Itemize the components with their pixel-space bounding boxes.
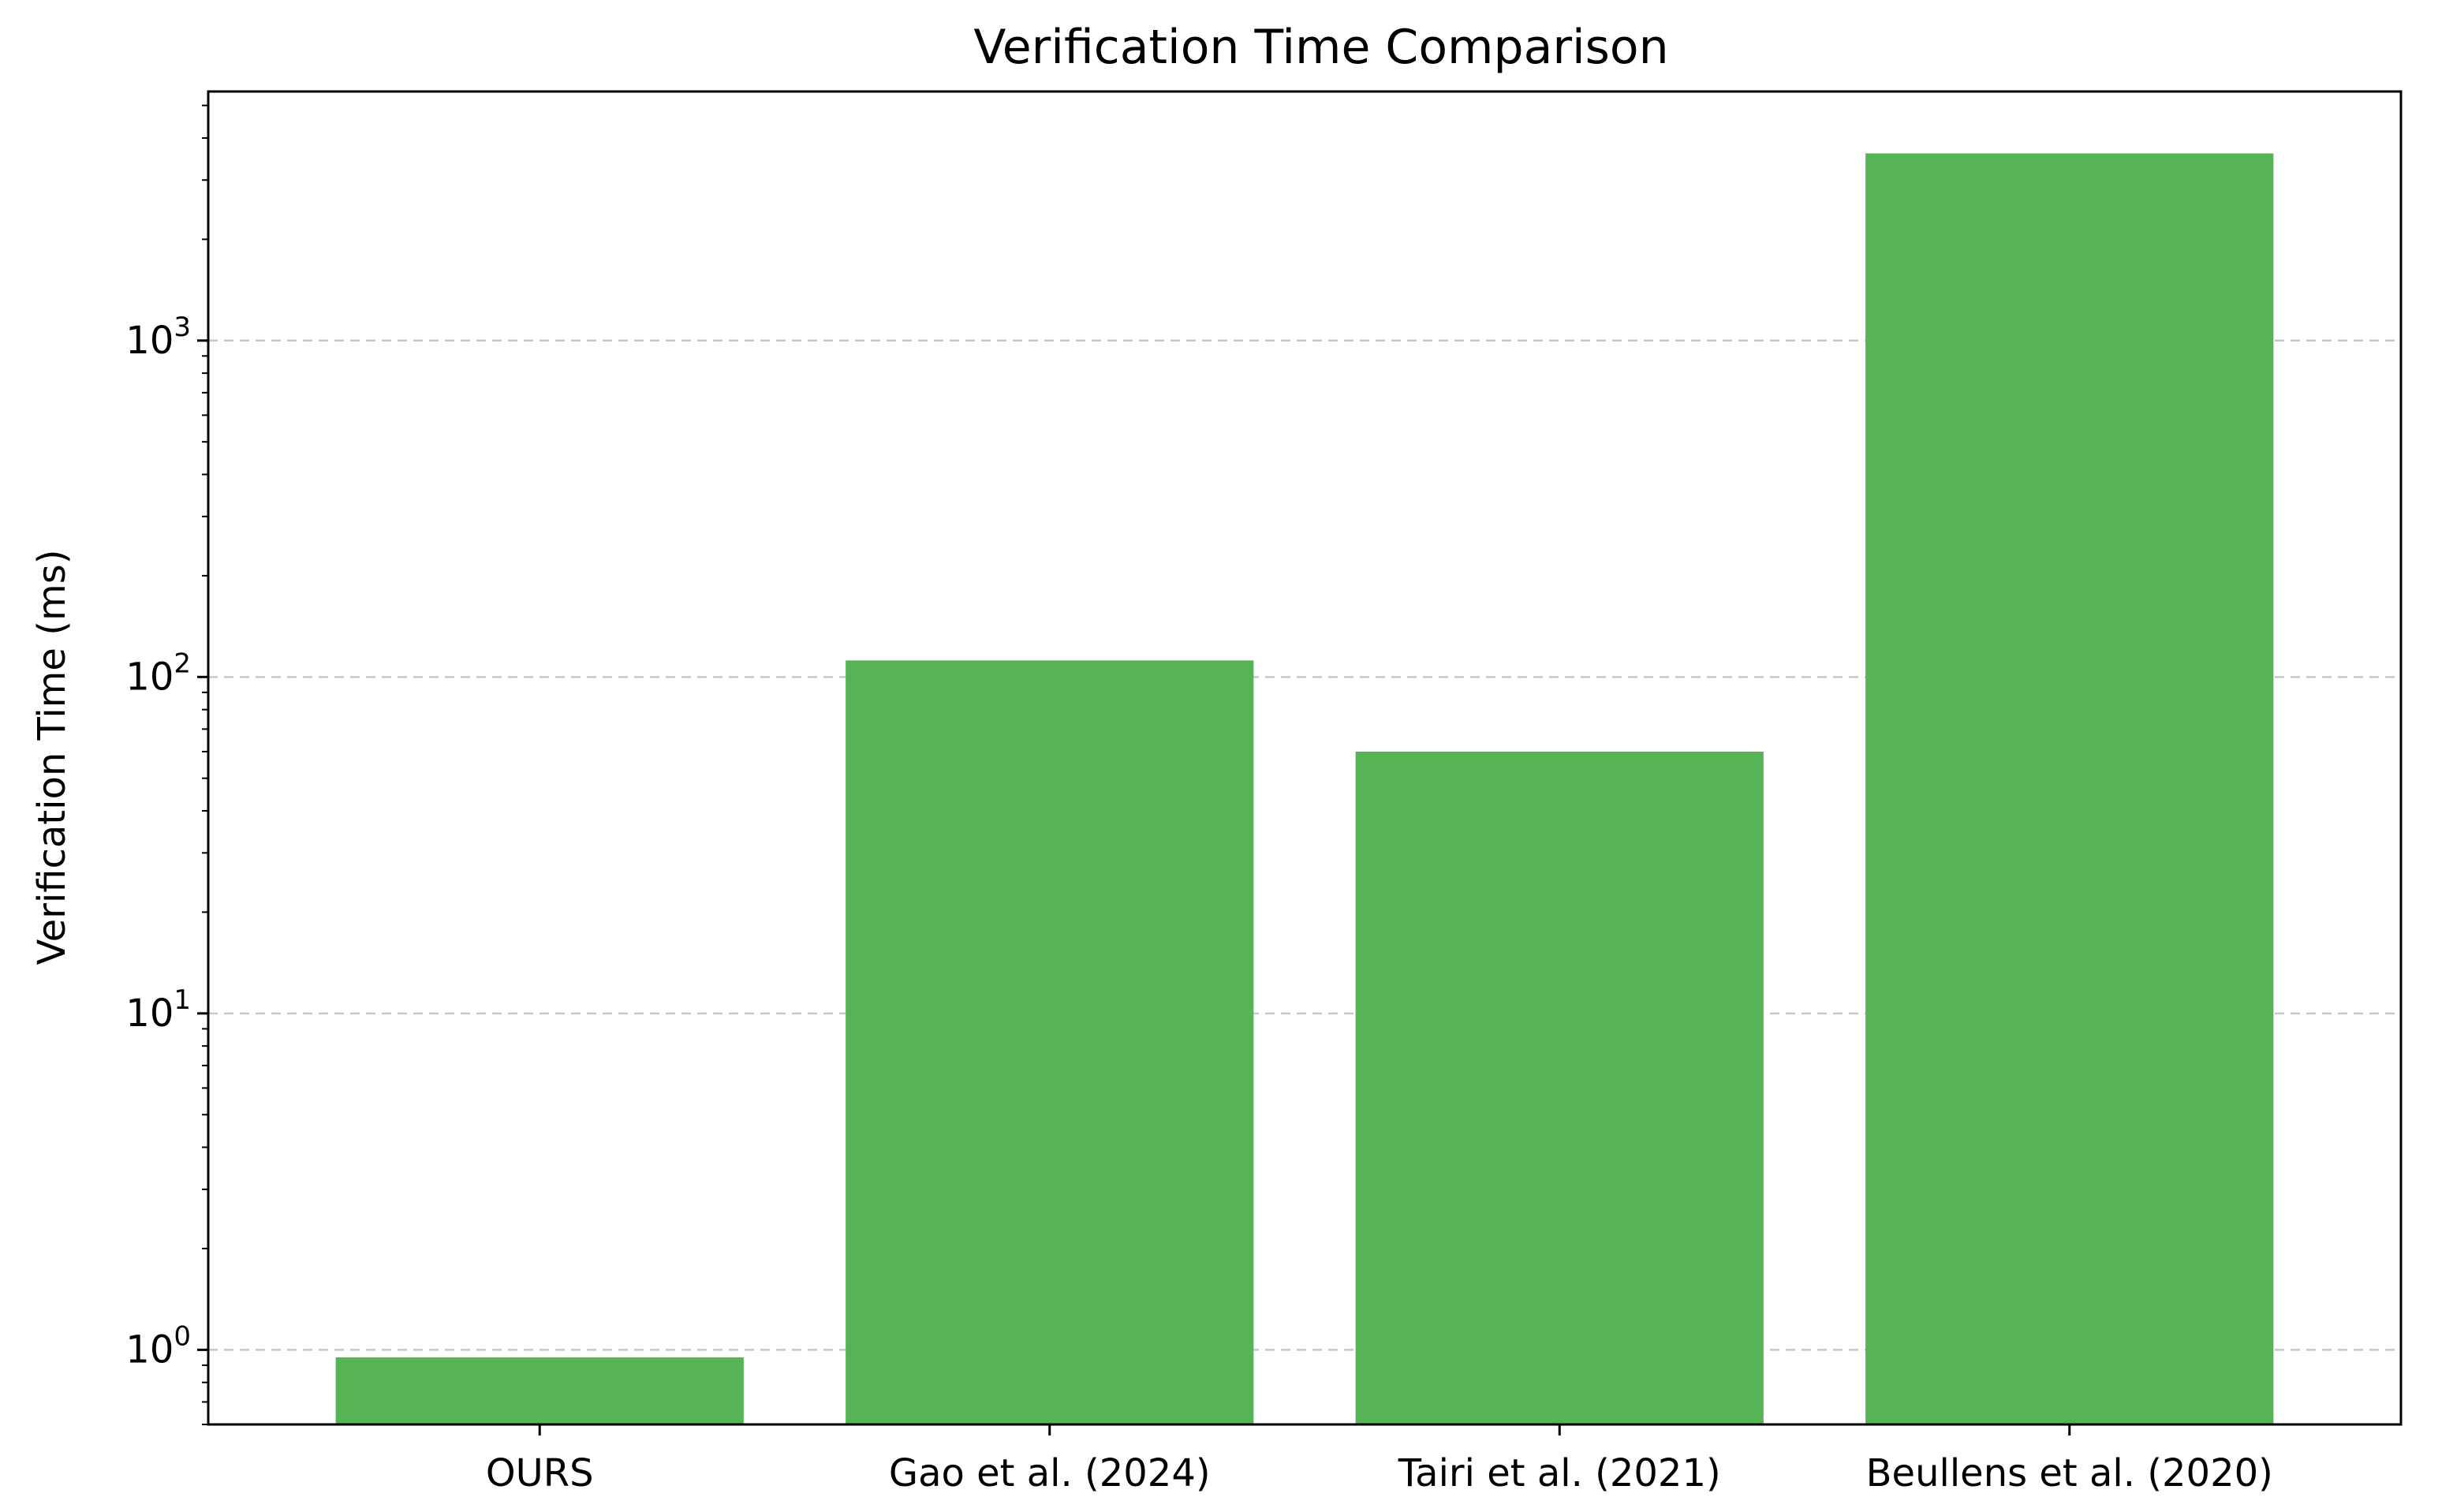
y-tick-exponent: 2 [174, 648, 191, 679]
y-tick-exponent: 3 [174, 312, 191, 343]
y-tick-base: 10 [125, 991, 174, 1036]
x-tick-label: OURS [486, 1451, 594, 1495]
y-tick-label: 101 [125, 984, 191, 1036]
bars [335, 153, 2274, 1425]
bar [846, 660, 1254, 1424]
bar [1865, 153, 2274, 1425]
y-tick-base: 10 [125, 319, 174, 363]
x-tick-label: Gao et al. (2024) [889, 1451, 1211, 1495]
x-tick-label: Tairi et al. (2021) [1398, 1451, 1721, 1495]
y-tick-label: 103 [125, 312, 191, 363]
y-tick-label: 102 [125, 648, 191, 699]
grid-lines [208, 339, 2401, 1351]
plot-frame [207, 90, 2403, 1426]
y-tick-base: 10 [125, 655, 174, 699]
bar [335, 1357, 744, 1424]
chart-title: Verification Time Comparison [973, 20, 1668, 75]
y-tick-base: 10 [125, 1327, 174, 1372]
y-tick-exponent: 0 [174, 1320, 191, 1352]
bar [1355, 751, 1764, 1424]
y-axis-label: Verification Time (ms) [30, 550, 74, 965]
x-axis: OURS Gao et al. (2024) Tairi et al. (2021)… [486, 1424, 2273, 1495]
axes [207, 90, 2403, 1426]
y-tick-exponent: 1 [174, 984, 191, 1016]
y-tick-label: 100 [125, 1320, 191, 1372]
x-tick-label: Beullens et al. (2020) [1866, 1451, 2273, 1495]
